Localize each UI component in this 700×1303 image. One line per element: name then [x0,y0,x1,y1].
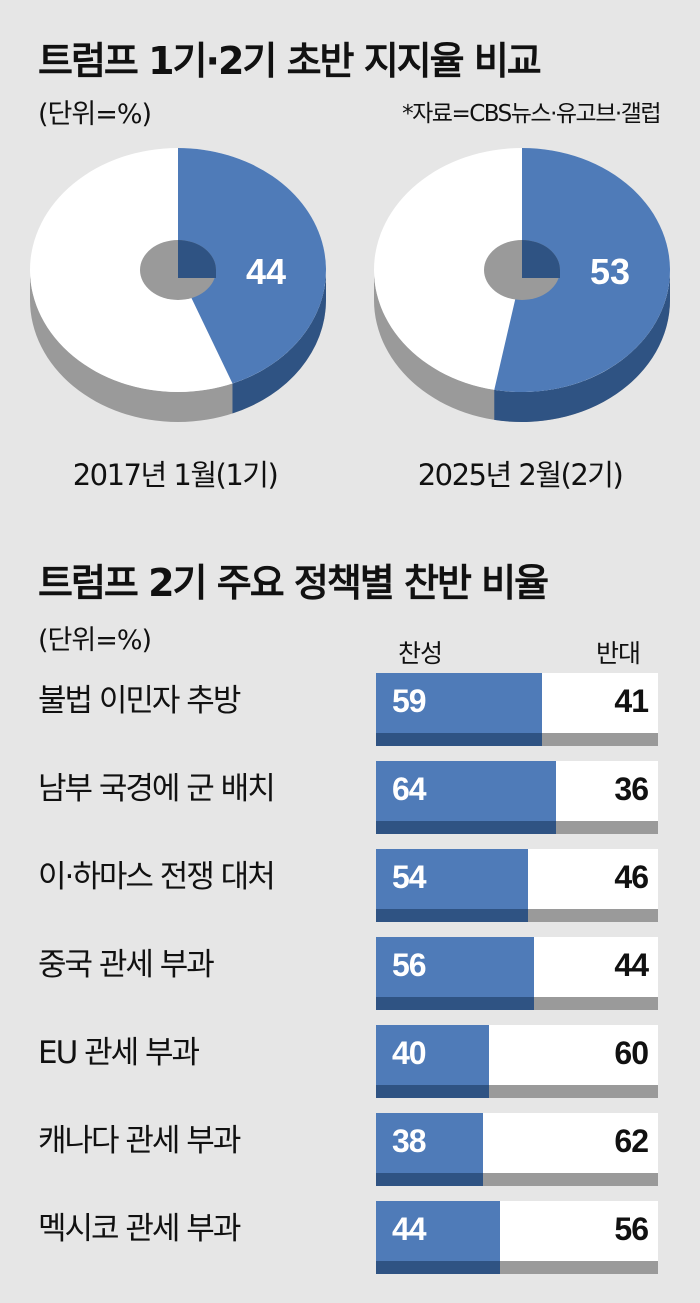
policy-row: 중국 관세 부과 56 44 [0,937,700,1027]
oppose-value: 60 [614,1035,649,1071]
donut-hole-shade-1 [522,240,560,278]
policy-label: 이·하마스 전쟁 대처 [38,859,276,895]
support-bar [376,1201,500,1261]
policy-label: 캐나다 관세 부과 [38,1123,241,1159]
approval-donut-charts: 44 53 [30,148,670,422]
support-bar [376,1025,489,1085]
oppose-value: 44 [614,947,649,983]
support-bar [376,761,556,821]
policy-label: 중국 관세 부과 [38,947,215,983]
oppose-value: 41 [614,683,649,719]
support-value: 40 [392,1035,427,1071]
support-bar-shadow [376,909,528,922]
policy-row: 불법 이민자 추방 59 41 [0,673,700,763]
donut-hole-shade-0 [178,240,216,278]
policy-chart-title: 트럼프 2기 주요 정책별 찬반 비율 [38,561,549,605]
support-bar-shadow [376,1261,500,1274]
donut-support-slice-0 [178,148,326,384]
support-value: 59 [392,683,427,719]
oppose-column-header: 반대 [596,639,641,668]
support-value: 38 [392,1123,427,1159]
oppose-value: 56 [614,1211,649,1247]
support-bar-shadow [376,1085,489,1098]
policy-row: 이·하마스 전쟁 대처 54 46 [0,849,700,939]
support-value: 44 [392,1211,427,1247]
support-value: 64 [392,771,427,807]
policy-label: 불법 이민자 추방 [38,683,241,719]
support-bar [376,849,528,909]
support-value: 56 [392,947,427,983]
donut-side-support-1 [494,270,670,422]
policy-unit-label: (단위=%) [38,625,152,656]
donut-value-1: 53 [590,251,630,292]
support-value: 54 [392,859,427,895]
support-bar [376,937,534,997]
approval-chart-title: 트럼프 1기·2기 초반 지지율 비교 [38,39,542,83]
policy-label: EU 관세 부과 [38,1035,200,1071]
support-bar [376,1113,483,1173]
donut-label-2025: 2025년 2월(2기) [417,458,624,492]
oppose-value: 46 [614,859,649,895]
support-bar-shadow [376,1173,483,1186]
donut-side-support-0 [232,270,326,414]
policy-row: 남부 국경에 군 배치 64 36 [0,761,700,851]
approval-unit-label: (단위=%) [38,99,152,130]
support-bar-shadow [376,821,556,834]
policy-row: EU 관세 부과 40 60 [0,1025,700,1115]
donut-label-2017: 2017년 1월(1기) [72,458,279,492]
policy-row: 캐나다 관세 부과 38 62 [0,1113,700,1203]
policy-label: 남부 국경에 군 배치 [38,771,276,807]
source-note: *자료=CBS뉴스·유고브·갤럽 [402,101,661,127]
policy-label: 멕시코 관세 부과 [38,1211,241,1247]
policy-row: 멕시코 관세 부과 44 56 [0,1201,700,1291]
oppose-value: 62 [614,1123,649,1159]
donut-value-0: 44 [246,251,286,292]
oppose-value: 36 [614,771,649,807]
support-bar-shadow [376,997,534,1010]
donut-support-slice-1 [494,148,670,392]
support-bar [376,673,542,733]
support-column-header: 찬성 [398,639,443,668]
support-bar-shadow [376,733,542,746]
